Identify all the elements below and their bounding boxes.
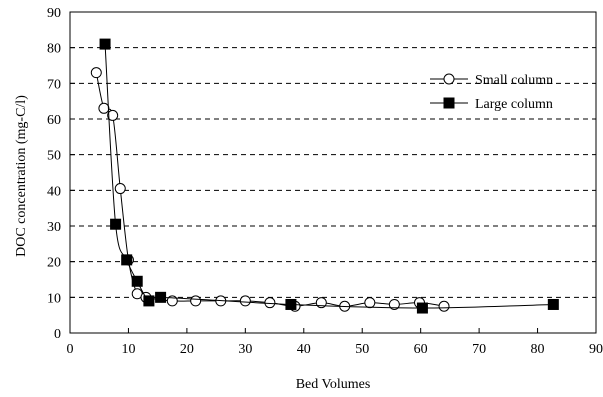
x-tick-label-70: 70	[472, 342, 486, 357]
point-small-column-10	[239, 295, 251, 307]
point-small-column-18	[438, 300, 450, 312]
series-large-column	[99, 38, 559, 314]
point-large-column-5	[155, 291, 167, 303]
legend-label-small-column: Small column	[475, 73, 553, 88]
y-tick-label-80: 80	[47, 42, 61, 57]
y-tick-label-10: 10	[47, 291, 61, 306]
y-axis-ticks: 0 10 20 30 40 50 60 70 80 90	[47, 6, 75, 342]
x-tick-label-0: 0	[67, 342, 74, 357]
point-large-column-6	[285, 298, 297, 310]
y-axis-title: DOC concentration (mg-C/l)	[14, 95, 29, 257]
point-large-column-0	[99, 38, 111, 50]
x-tick-label-20: 20	[180, 342, 194, 357]
point-small-column-2	[107, 109, 119, 121]
y-tick-label-30: 30	[47, 220, 61, 235]
point-small-column-0	[90, 67, 102, 79]
point-small-column-1	[98, 102, 110, 114]
point-large-column-8	[547, 298, 559, 310]
grid-lines	[70, 11, 596, 298]
point-large-column-4	[143, 295, 155, 307]
plot-border	[69, 11, 597, 334]
point-small-column-3	[114, 183, 126, 195]
y-tick-label-90: 90	[47, 6, 61, 21]
point-small-column-8	[190, 295, 202, 307]
x-tick-label-60: 60	[414, 342, 428, 357]
series-line-small-column	[95, 72, 445, 307]
y-tick-label-60: 60	[47, 113, 61, 128]
point-large-column-7	[416, 302, 428, 314]
x-tick-label-40: 40	[297, 342, 311, 357]
x-tick-label-30: 30	[238, 342, 252, 357]
point-small-column-11	[264, 297, 276, 309]
legend-marker-small-column	[443, 73, 455, 85]
point-large-column-2	[121, 254, 133, 266]
y-tick-label-40: 40	[47, 184, 61, 199]
point-large-column-3	[131, 275, 143, 287]
axes	[69, 11, 597, 334]
y-tick-label-0: 0	[54, 327, 61, 342]
series-layer	[90, 38, 559, 314]
y-tick-label-70: 70	[47, 77, 61, 92]
legend: Small column Large column	[430, 73, 553, 112]
x-axis-ticks: 0 10 20 30 40 50 60 70 80 90	[67, 328, 603, 357]
x-axis-title: Bed Volumes	[296, 377, 371, 392]
point-small-column-15	[364, 297, 376, 309]
legend-marker-large-column	[443, 97, 455, 109]
x-tick-label-10: 10	[121, 342, 135, 357]
x-tick-label-80: 80	[531, 342, 545, 357]
x-tick-label-50: 50	[355, 342, 369, 357]
y-tick-label-20: 20	[47, 256, 61, 271]
series-small-column	[90, 67, 450, 312]
y-tick-label-50: 50	[47, 149, 61, 164]
point-small-column-16	[388, 298, 400, 310]
x-tick-label-90: 90	[589, 342, 603, 357]
legend-label-large-column: Large column	[475, 97, 553, 112]
point-large-column-1	[110, 218, 122, 230]
